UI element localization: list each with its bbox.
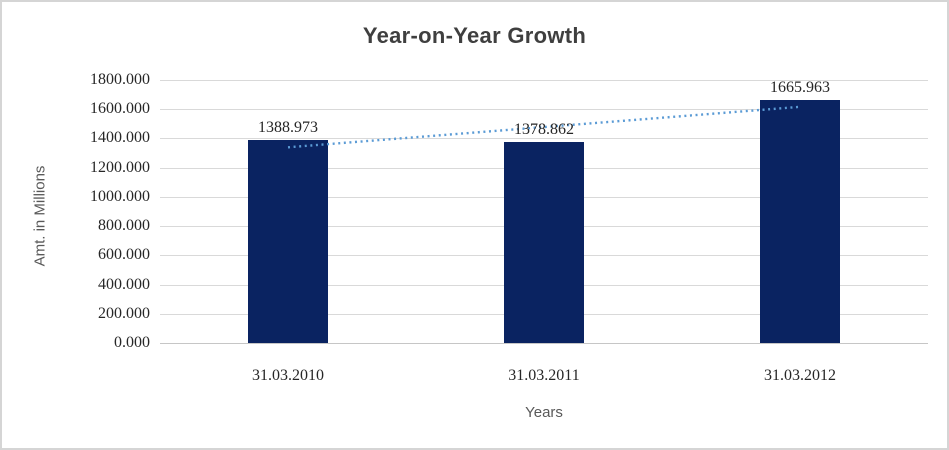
y-tick-label: 1400.000 — [90, 129, 150, 146]
gridline — [160, 109, 928, 110]
y-tick-label: 1200.000 — [90, 159, 150, 176]
trendline — [287, 105, 801, 149]
data-label: 1665.963 — [770, 79, 830, 96]
data-label: 1378.862 — [514, 121, 574, 138]
y-tick-label: 0.000 — [114, 334, 150, 351]
x-axis-line — [160, 343, 928, 344]
y-tick-label: 400.000 — [98, 276, 150, 293]
y-tick-label: 1800.000 — [90, 71, 150, 88]
x-tick-label: 31.03.2012 — [764, 367, 836, 384]
chart-title: Year-on-Year Growth — [362, 23, 587, 48]
bar-31.03.2010 — [248, 140, 328, 343]
y-tick-label: 600.000 — [98, 246, 150, 263]
bar-31.03.2011 — [504, 142, 584, 343]
x-axis-title: Years — [525, 404, 563, 421]
y-tick-label: 800.000 — [98, 217, 150, 234]
gridline — [160, 80, 928, 81]
y-tick-label: 200.000 — [98, 305, 150, 322]
plot-area — [160, 80, 928, 344]
x-tick-label: 31.03.2011 — [508, 367, 580, 384]
gridline — [160, 138, 928, 139]
data-label: 1388.973 — [258, 119, 318, 136]
y-tick-label: 1600.000 — [90, 100, 150, 117]
x-tick-label: 31.03.2010 — [252, 367, 324, 384]
y-tick-label: 1000.000 — [90, 188, 150, 205]
bar-31.03.2012 — [760, 100, 840, 343]
